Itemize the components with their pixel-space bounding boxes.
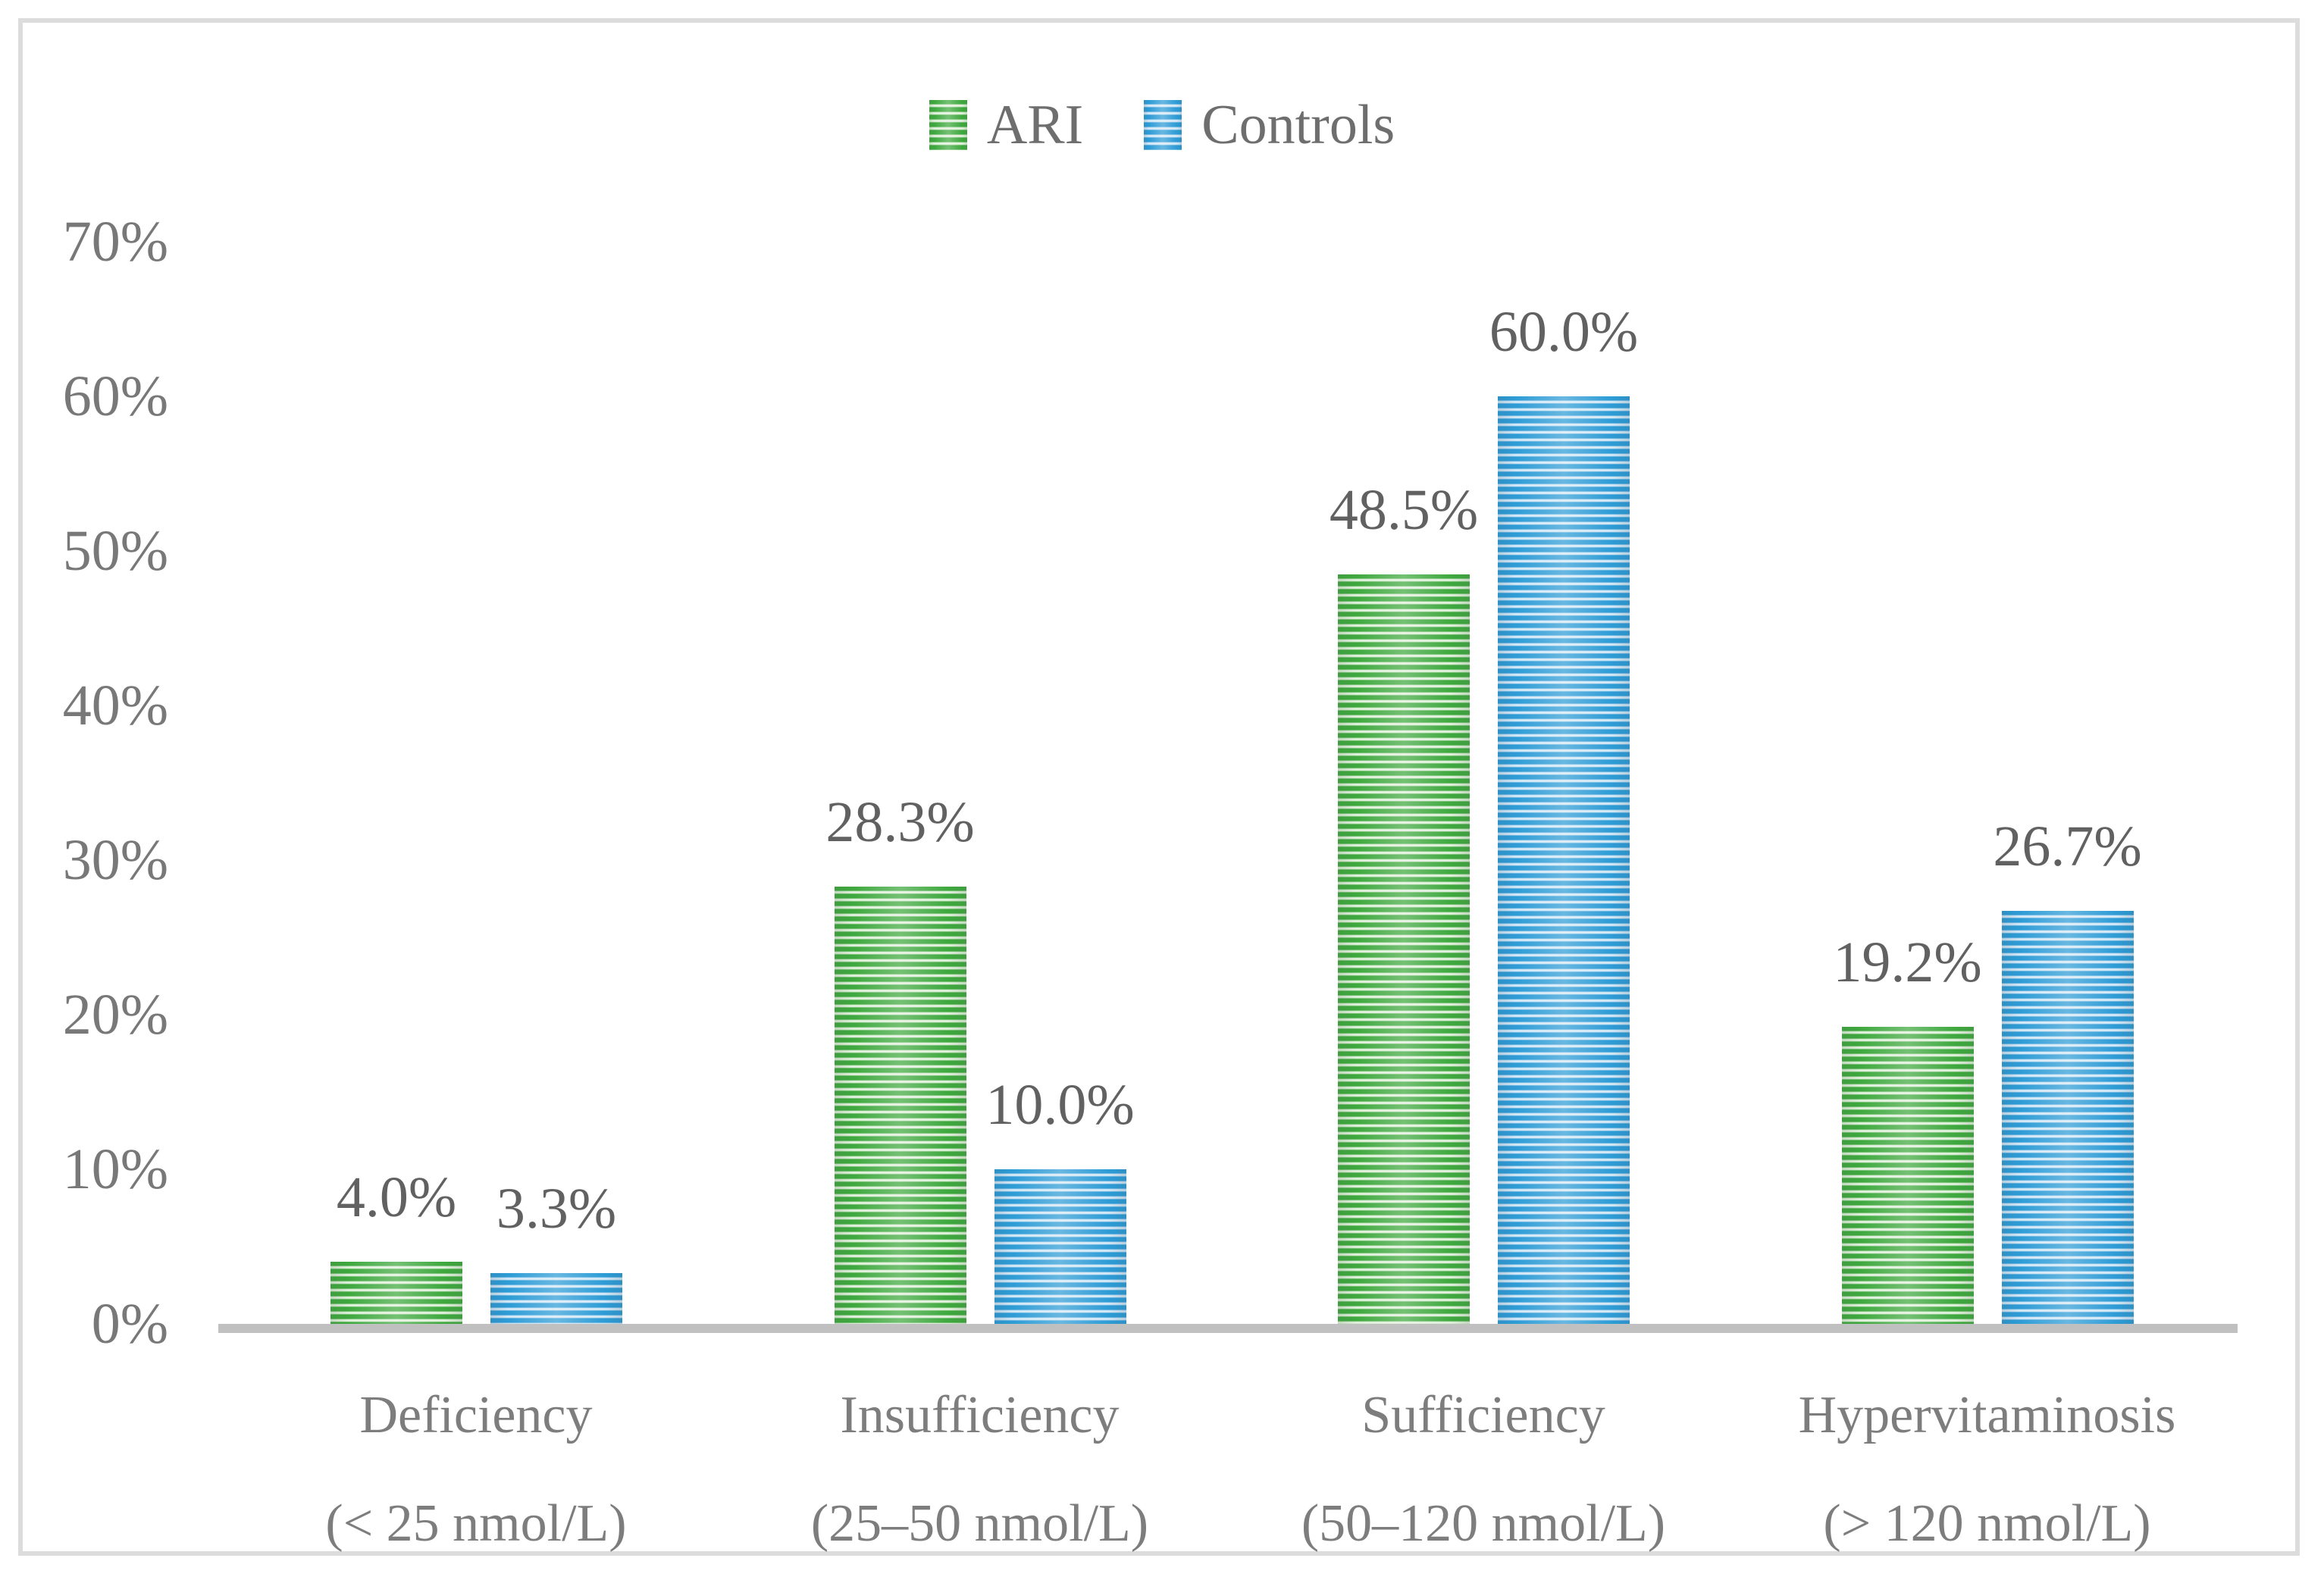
bar-value-label: 19.2% [1833,931,1982,994]
y-tick-label: 20% [62,983,168,1047]
ari-swatch-icon [929,100,967,150]
x-category-name: Insufficiency [840,1386,1120,1444]
bar-value-label: 26.7% [1993,815,2142,878]
y-tick-label: 10% [62,1137,168,1201]
bar-value-label: 4.0% [336,1165,457,1229]
legend-label-ari: ARI [986,94,1084,156]
legend-item-controls: Controls [1144,97,1395,153]
bar-ari-insufficiency [834,887,966,1324]
x-category-label: Insufficiency (25–50 nmol/L) [722,1361,1238,1578]
x-category-label: Hypervitaminosis (> 120 nmol/L) [1730,1361,2245,1578]
bar-ari-sufficiency [1338,574,1470,1324]
y-tick-label: 30% [62,828,168,892]
bar-value-label: 10.0% [985,1073,1135,1137]
x-axis-baseline [218,1324,2238,1333]
bar-ari-deficiency [330,1262,462,1324]
bar-controls-insufficiency [994,1169,1126,1324]
x-category-range: (50–120 nmol/L) [1301,1494,1666,1553]
bar-value-label: 48.5% [1329,478,1479,542]
bar-controls-deficiency [490,1273,622,1324]
bar-controls-hypervitaminosis [2001,911,2134,1324]
y-tick-label: 60% [62,364,168,428]
bar-value-label: 3.3% [496,1177,617,1241]
legend: ARI Controls [0,97,2324,153]
x-category-label: Deficiency (< 25 nmol/L) [218,1361,734,1578]
controls-swatch-icon [1144,100,1182,150]
x-category-range: (> 120 nmol/L) [1823,1494,2151,1553]
y-tick-label: 40% [62,674,168,737]
x-category-name: Hypervitaminosis [1798,1386,2176,1444]
bar-value-label: 60.0% [1489,300,1639,364]
y-tick-label: 50% [62,519,168,583]
bar-ari-hypervitaminosis [1841,1027,1974,1324]
legend-item-ari: ARI [929,97,1083,153]
x-category-label: Sufficiency (50–120 nmol/L) [1226,1361,1741,1578]
y-tick-label: 0% [91,1292,168,1356]
y-tick-label: 70% [62,210,168,274]
x-category-range: (< 25 nmol/L) [325,1494,627,1553]
x-category-range: (25–50 nmol/L) [810,1494,1149,1553]
bar-value-label: 28.3% [825,790,975,854]
x-category-name: Deficiency [359,1386,593,1444]
x-category-name: Sufficiency [1361,1386,1605,1444]
bar-controls-sufficiency [1498,396,1630,1324]
legend-label-controls: Controls [1201,94,1395,156]
